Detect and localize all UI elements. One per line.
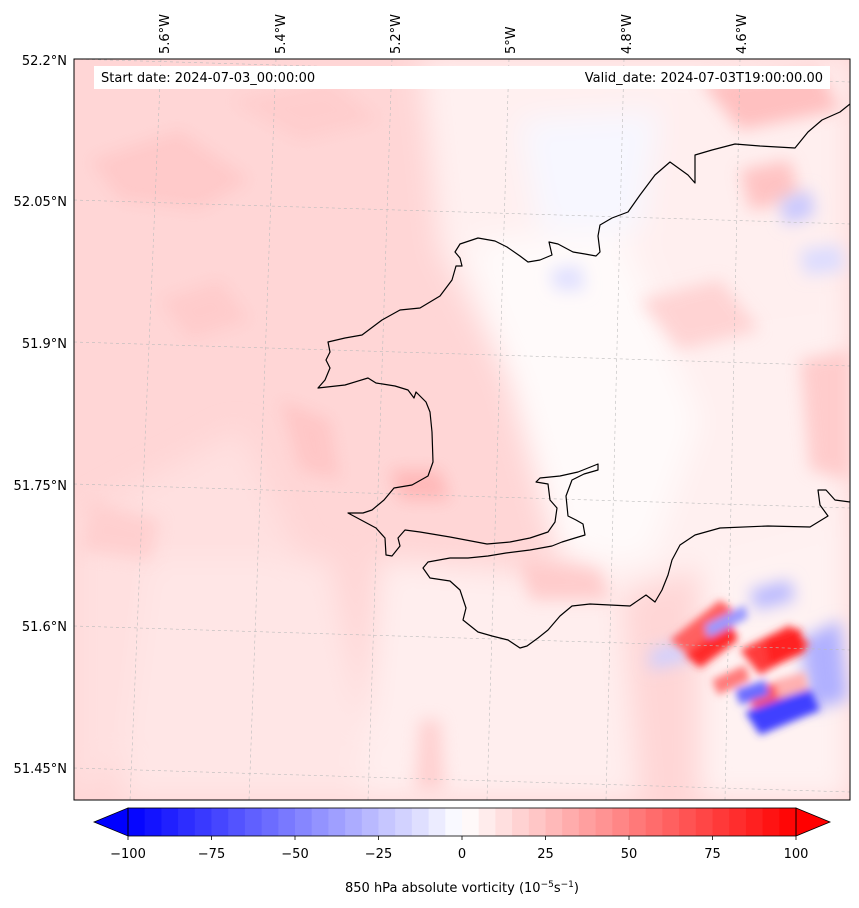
colorbar-segment xyxy=(545,808,563,836)
lat-label: 51.75°N xyxy=(14,479,67,494)
colorbar-segment xyxy=(662,808,680,836)
start-date-label: Start date: 2024-07-03_00:00:00 xyxy=(101,71,315,86)
colorbar-segment xyxy=(478,808,496,836)
colorbar-segment xyxy=(361,808,380,836)
colorbar-segment xyxy=(612,808,630,836)
colorbar-tick-label: 25 xyxy=(537,847,554,862)
colorbar-segment xyxy=(528,808,547,836)
colorbar-segment xyxy=(395,808,413,836)
lon-label: 5.4°W xyxy=(274,14,289,54)
colorbar-segment xyxy=(695,808,714,836)
colorbar-segment xyxy=(178,808,196,836)
colorbar-tick-label: 0 xyxy=(458,847,466,862)
colorbar-segment xyxy=(194,808,213,836)
colorbar-segment xyxy=(512,808,530,836)
colorbar-tick-label: −75 xyxy=(198,847,225,862)
colorbar-tick-label: 100 xyxy=(784,847,809,862)
valid-date-label: Valid_date: 2024-07-03T19:00:00.00 xyxy=(585,71,823,86)
colorbar-segment xyxy=(328,808,346,836)
colorbar-segment xyxy=(679,808,697,836)
colorbar-segment xyxy=(745,808,764,836)
colorbar-segment xyxy=(244,808,263,836)
colorbar-segment xyxy=(462,808,480,836)
colorbar-segment xyxy=(161,808,179,836)
vorticity-field xyxy=(74,59,850,800)
colorbar-tick-label: −50 xyxy=(281,847,308,862)
lon-label: 4.8°W xyxy=(620,14,635,54)
coastline xyxy=(317,103,850,649)
colorbar-segment xyxy=(311,808,329,836)
colorbar-segment xyxy=(295,808,313,836)
map-border xyxy=(73,58,851,801)
colorbar-segment xyxy=(428,808,446,836)
lon-label: 5°W xyxy=(504,26,519,54)
colorbar-label: 850 hPa absolute vorticity (10−5s−1) xyxy=(345,880,579,896)
colorbar-segment xyxy=(495,808,513,836)
colorbar-segment xyxy=(712,808,730,836)
lon-label: 4.6°W xyxy=(735,14,750,54)
lat-label: 52.05°N xyxy=(14,195,67,210)
colorbar: −100 −75 −50 −25 0 25 50 75 100 850 hPa absolute… xyxy=(92,807,832,896)
colorbar-tick-label: −25 xyxy=(365,847,392,862)
colorbar-segment xyxy=(445,808,463,836)
colorbar-segment xyxy=(228,808,246,836)
graticule xyxy=(74,59,850,800)
lon-label: 5.2°W xyxy=(389,14,404,54)
colorbar-segment xyxy=(762,808,780,836)
lat-label: 52.2°N xyxy=(22,54,67,69)
colorbar-segment xyxy=(378,808,396,836)
colorbar-segment xyxy=(729,808,747,836)
longitude-labels: 5.6°W 5.4°W 5.2°W 5°W 4.8°W 4.6°W xyxy=(158,14,750,54)
colorbar-segment xyxy=(779,808,797,836)
colorbar-segment xyxy=(629,808,647,836)
colorbar-extend-high xyxy=(795,807,832,837)
colorbar-segment xyxy=(211,808,229,836)
colorbar-extend-low xyxy=(92,807,129,837)
colorbar-segments xyxy=(128,808,797,836)
colorbar-ticks: −100 −75 −50 −25 0 25 50 75 100 xyxy=(110,836,808,862)
colorbar-segment xyxy=(144,808,162,836)
colorbar-segment xyxy=(595,808,613,836)
colorbar-segment xyxy=(278,808,296,836)
colorbar-tick-label: 75 xyxy=(704,847,721,862)
colorbar-segment xyxy=(578,808,597,836)
colorbar-segment xyxy=(562,808,580,836)
colorbar-segment xyxy=(128,808,146,836)
colorbar-tick-label: −100 xyxy=(110,847,146,862)
lat-label: 51.45°N xyxy=(14,762,67,777)
colorbar-segment xyxy=(345,808,363,836)
colorbar-segment xyxy=(261,808,279,836)
map-panel: Start date: 2024-07-03_00:00:00 Valid_da… xyxy=(74,59,850,800)
latitude-labels: 52.2°N 52.05°N 51.9°N 51.75°N 51.6°N 51.… xyxy=(14,54,67,777)
lon-label: 5.6°W xyxy=(158,14,173,54)
lat-label: 51.9°N xyxy=(22,337,67,352)
info-box: Start date: 2024-07-03_00:00:00 Valid_da… xyxy=(94,66,830,89)
colorbar-tick-label: 50 xyxy=(621,847,638,862)
colorbar-segment xyxy=(645,808,663,836)
colorbar-segment xyxy=(411,808,430,836)
lat-label: 51.6°N xyxy=(22,620,67,635)
